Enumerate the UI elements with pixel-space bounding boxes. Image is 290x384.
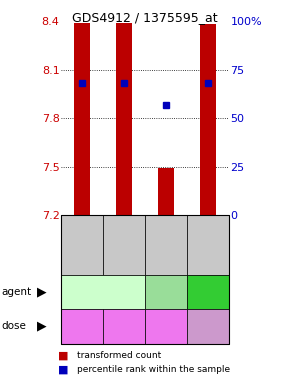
Text: GSM580631: GSM580631 <box>119 217 128 272</box>
Text: ▶: ▶ <box>37 285 47 298</box>
Bar <box>158 168 174 215</box>
Text: retinoic
acid: retinoic acid <box>148 281 184 303</box>
Text: ▶: ▶ <box>37 320 47 333</box>
Text: transformed count: transformed count <box>77 351 161 361</box>
Text: GDS4912 / 1375595_at: GDS4912 / 1375595_at <box>72 11 218 24</box>
Text: 0.1 %: 0.1 % <box>193 321 223 331</box>
Text: agent: agent <box>1 287 32 297</box>
Text: GSM580630: GSM580630 <box>77 217 86 272</box>
Text: percentile rank within the sample: percentile rank within the sample <box>77 365 230 374</box>
Text: GSM580633: GSM580633 <box>204 217 213 272</box>
Text: ■: ■ <box>58 364 68 374</box>
Text: ■: ■ <box>58 351 68 361</box>
Text: 1 uM: 1 uM <box>153 321 179 331</box>
Text: GSM580632: GSM580632 <box>162 217 171 272</box>
Text: KHS101: KHS101 <box>84 287 122 297</box>
Bar <box>116 23 132 215</box>
Text: DMSO: DMSO <box>193 287 223 297</box>
Text: 1.7 uM: 1.7 uM <box>106 321 142 331</box>
Text: dose: dose <box>1 321 26 331</box>
Bar <box>74 23 90 215</box>
Bar <box>200 24 216 215</box>
Text: 5 uM: 5 uM <box>69 321 95 331</box>
